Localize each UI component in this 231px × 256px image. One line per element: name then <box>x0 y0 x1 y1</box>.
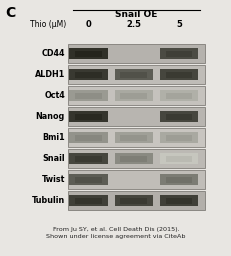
Bar <box>69 111 107 122</box>
Text: C: C <box>5 6 15 20</box>
Text: CD44: CD44 <box>41 49 65 58</box>
Bar <box>75 72 102 78</box>
Bar <box>75 198 102 204</box>
Bar <box>75 114 102 120</box>
Bar <box>165 198 191 204</box>
Bar <box>120 198 146 204</box>
Bar <box>159 111 197 122</box>
Bar <box>159 90 197 101</box>
Text: 2.5: 2.5 <box>126 20 141 29</box>
Text: Oct4: Oct4 <box>44 91 65 100</box>
Bar <box>69 195 107 206</box>
Bar <box>114 90 152 101</box>
Bar <box>69 174 107 185</box>
Bar <box>159 195 197 206</box>
Bar <box>120 156 146 162</box>
Bar <box>69 132 107 143</box>
Bar <box>114 195 152 206</box>
Bar <box>165 114 191 120</box>
Bar <box>69 153 107 164</box>
Text: 5: 5 <box>175 20 181 29</box>
Bar <box>75 93 102 99</box>
Bar <box>120 93 146 99</box>
Bar <box>159 69 197 80</box>
Bar <box>120 135 146 141</box>
Bar <box>68 128 204 147</box>
Bar <box>68 44 204 63</box>
Bar <box>159 132 197 143</box>
Bar <box>165 156 191 162</box>
Bar <box>114 69 152 80</box>
Bar <box>165 135 191 141</box>
Text: Tubulin: Tubulin <box>32 196 65 205</box>
Bar <box>68 107 204 126</box>
Text: Thio (μM): Thio (μM) <box>30 20 66 29</box>
Bar <box>165 72 191 78</box>
Bar <box>68 65 204 84</box>
Text: Shown under license agreement via CiteAb: Shown under license agreement via CiteAb <box>46 234 185 239</box>
Bar <box>69 69 107 80</box>
Text: 0: 0 <box>85 20 91 29</box>
Text: Snail: Snail <box>42 154 65 163</box>
Text: Twist: Twist <box>41 175 65 184</box>
Bar <box>159 48 197 59</box>
Bar <box>159 153 197 164</box>
Bar <box>159 174 197 185</box>
Text: ALDH1: ALDH1 <box>35 70 65 79</box>
Bar <box>165 177 191 183</box>
Bar <box>69 90 107 101</box>
Bar <box>114 153 152 164</box>
Text: Snail OE: Snail OE <box>115 10 157 19</box>
Bar <box>75 51 102 57</box>
Bar <box>114 132 152 143</box>
Bar <box>75 156 102 162</box>
Bar <box>165 93 191 99</box>
Bar <box>68 191 204 210</box>
Text: From Ju SY, et al. Cell Death Dis (2015).: From Ju SY, et al. Cell Death Dis (2015)… <box>52 227 179 232</box>
Text: Nanog: Nanog <box>36 112 65 121</box>
Bar <box>69 48 107 59</box>
Bar <box>165 51 191 57</box>
Bar <box>75 177 102 183</box>
Text: Bmi1: Bmi1 <box>42 133 65 142</box>
Bar <box>75 135 102 141</box>
Bar <box>120 72 146 78</box>
Bar <box>68 86 204 105</box>
Bar <box>68 170 204 189</box>
Bar <box>68 149 204 168</box>
